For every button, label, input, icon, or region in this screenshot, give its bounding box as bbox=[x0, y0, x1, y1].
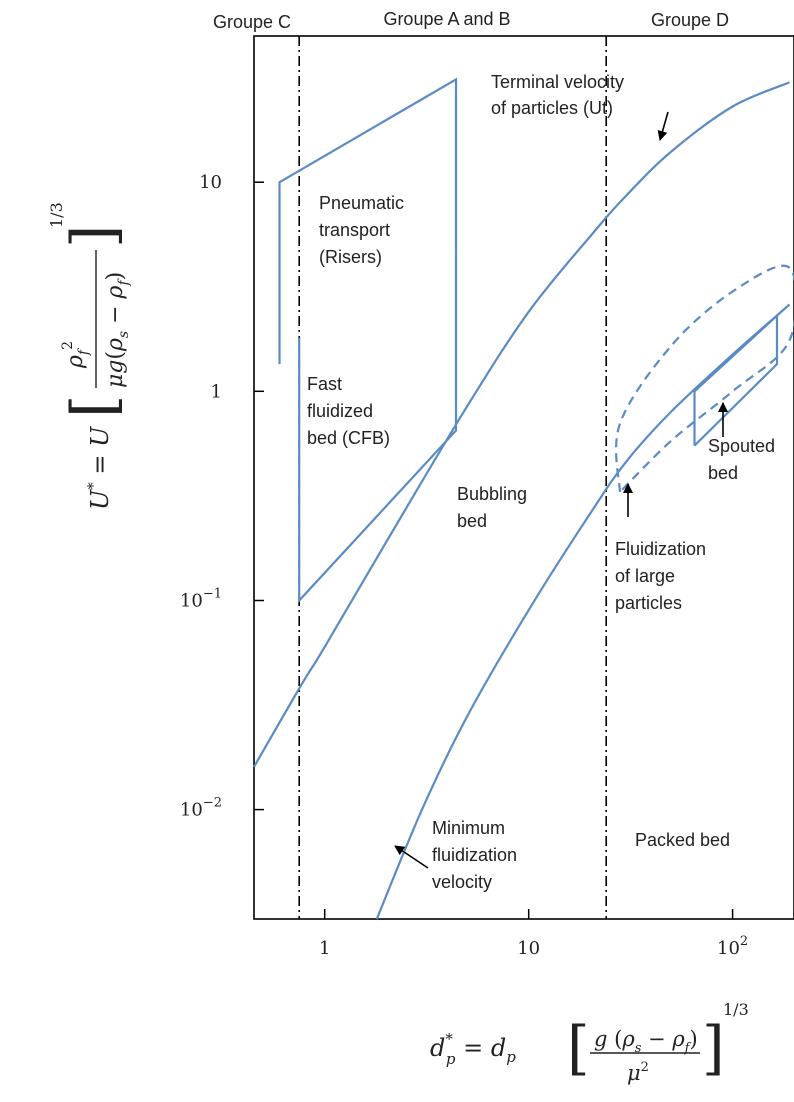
y-tick-label-0: 10 bbox=[199, 172, 222, 193]
series-layer bbox=[253, 81, 791, 920]
annotation-minimum-fluidization: Minimum fluidization velocity bbox=[432, 818, 522, 892]
arrow-terminal-velocity bbox=[657, 111, 669, 141]
group-label-c: Groupe C bbox=[213, 12, 291, 32]
svg-text:]: ] bbox=[702, 1014, 725, 1082]
region-spouted-bed bbox=[693, 313, 779, 447]
svg-text:μg(ρs − ρf): μg(ρs − ρf) bbox=[103, 272, 132, 388]
svg-text:g (ρs − ρf): g (ρs − ρf) bbox=[594, 1027, 698, 1056]
curve-terminal-velocity-of-particles-ut bbox=[253, 81, 790, 768]
arrow-minimum-fluidization bbox=[394, 845, 429, 869]
svg-text:1/3: 1/3 bbox=[723, 1000, 749, 1019]
svg-text:[: [ bbox=[567, 1014, 590, 1082]
region-fluidization-of-large-particles bbox=[614, 264, 794, 493]
y-tick-label-2: 10−1 bbox=[180, 587, 222, 612]
annotation-arrows bbox=[394, 111, 728, 869]
group-label-ab: Groupe A and B bbox=[383, 9, 510, 29]
y-tick-label-3: 10−2 bbox=[180, 796, 222, 821]
group-label-d: Groupe D bbox=[651, 10, 729, 30]
annotation-pneumatic-transport: Pneumatic transport (Risers) bbox=[319, 193, 409, 267]
svg-text:]: ] bbox=[59, 225, 129, 248]
annotation-bubbling-bed: Bubbling bed bbox=[457, 484, 532, 531]
group-labels: Groupe C Groupe A and B Groupe D bbox=[213, 9, 729, 32]
curve-minimum-fluidization-velocity bbox=[375, 303, 791, 920]
annotation-fast-fluidized-bed: Fast fluidized bed (CFB) bbox=[307, 374, 390, 448]
x-tick-label-0: 1 bbox=[319, 938, 330, 959]
annotations: Terminal velocity of particles (Ut) Pneu… bbox=[307, 72, 780, 892]
annotation-large-particles: Fluidization of large particles bbox=[615, 539, 711, 613]
svg-text:1/3: 1/3 bbox=[47, 202, 66, 228]
tick-layer: 1 10 102 10 1 10−1 10−2 bbox=[180, 172, 748, 959]
region-fast-fluidized-bed-cfb bbox=[298, 254, 458, 604]
svg-text:d*p = dp: d* p = dp bbox=[430, 1030, 516, 1068]
plot-frame bbox=[253, 35, 794, 920]
svg-text:[: [ bbox=[59, 395, 129, 418]
group-boundaries bbox=[298, 36, 608, 919]
svg-text:U* = U: U* = U bbox=[84, 426, 114, 510]
svg-text:μ2: μ2 bbox=[627, 1060, 649, 1085]
x-tick-label-2: 102 bbox=[717, 934, 748, 959]
region-pneumatic-transport-risers bbox=[278, 77, 458, 365]
annotation-terminal-velocity: Terminal velocity of particles (Ut) bbox=[491, 72, 629, 118]
annotation-spouted-bed: Spouted bed bbox=[708, 436, 780, 483]
y-axis-label: U* = U [ ρf2 μg(ρs − ρf) ] 1/3 bbox=[47, 202, 132, 510]
x-axis-label: d* p = dp [ g (ρs − ρf) μ2 ] 1/3 bbox=[430, 1000, 749, 1085]
y-tick-label-1: 1 bbox=[211, 381, 222, 402]
annotation-packed-bed: Packed bed bbox=[635, 830, 730, 850]
x-tick-label-1: 10 bbox=[517, 938, 540, 959]
svg-text:ρf2: ρf2 bbox=[60, 341, 92, 369]
region-layer bbox=[278, 77, 794, 604]
